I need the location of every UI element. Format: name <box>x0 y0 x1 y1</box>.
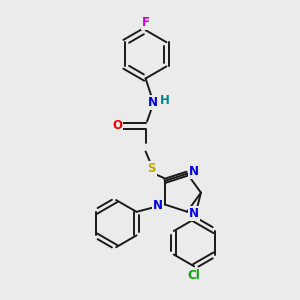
Text: S: S <box>147 162 156 175</box>
Text: Cl: Cl <box>188 268 200 282</box>
Text: N: N <box>189 207 199 220</box>
Text: O: O <box>112 119 122 132</box>
Text: F: F <box>142 16 150 29</box>
Text: N: N <box>153 200 163 212</box>
Text: N: N <box>189 165 199 178</box>
Text: N: N <box>148 96 158 109</box>
Text: H: H <box>160 94 170 107</box>
